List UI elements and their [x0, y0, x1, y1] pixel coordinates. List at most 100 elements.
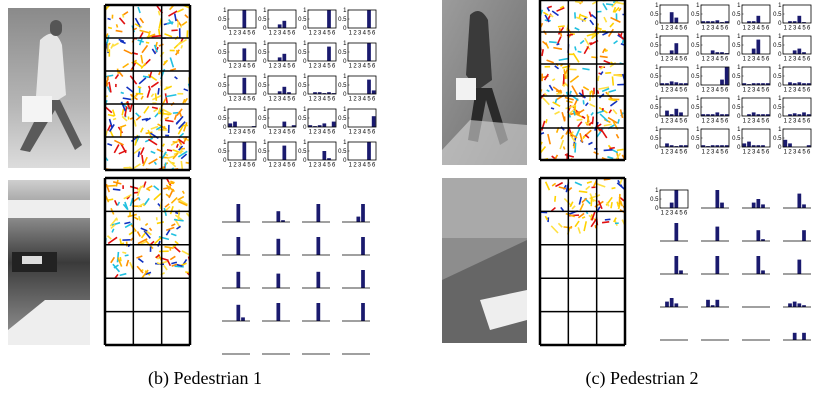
histogram: 00.51123456 [650, 34, 688, 63]
orientation-stroke [612, 188, 616, 189]
x-tick-label: 5 [802, 26, 806, 32]
orientation-stroke [158, 88, 159, 94]
axes-box [660, 36, 688, 54]
x-tick-label: 3 [238, 31, 242, 37]
x-tick-label: 1 [229, 64, 233, 70]
bar [228, 123, 232, 127]
histogram [342, 270, 370, 288]
orientation-stroke [167, 150, 172, 151]
caption: (c) Pedestrian 2 [586, 368, 699, 389]
y-tick-label: 1 [343, 140, 347, 146]
orientation-stroke [108, 76, 109, 79]
orientation-stroke [578, 51, 582, 52]
histogram [222, 272, 250, 288]
bar [674, 109, 678, 116]
bar [278, 57, 282, 61]
x-tick-label: 4 [283, 97, 287, 103]
x-tick-label: 3 [793, 88, 797, 94]
x-tick-label: 4 [798, 119, 802, 125]
x-tick-label: 2 [665, 88, 669, 94]
bar [242, 48, 246, 61]
orientation-stroke [577, 119, 583, 120]
x-tick-label: 2 [665, 26, 669, 32]
bar [236, 272, 240, 288]
y-tick-label: 0.5 [691, 74, 700, 80]
y-tick-label: 0 [223, 92, 227, 98]
x-tick-label: 6 [684, 119, 688, 125]
y-tick-label: 0 [696, 83, 700, 89]
bar [367, 10, 371, 28]
orientation-stroke [108, 27, 112, 28]
x-tick-label: 1 [269, 163, 273, 169]
x-tick-label: 5 [802, 57, 806, 63]
bar [361, 237, 365, 255]
x-tick-label: 4 [323, 130, 327, 136]
histogram: 00.51123456 [258, 74, 296, 103]
y-tick-label: 1 [655, 65, 659, 71]
bar [322, 151, 326, 160]
x-tick-label: 1 [661, 150, 665, 156]
y-tick-label: 0.5 [691, 105, 700, 111]
axes-box [660, 67, 688, 85]
y-tick-label: 0.5 [691, 43, 700, 49]
orientation-stroke [156, 93, 157, 100]
x-tick-label: 6 [252, 64, 256, 70]
axes-box [348, 142, 376, 160]
x-tick-label: 1 [784, 26, 788, 32]
orientation-stroke [138, 151, 139, 157]
x-tick-label: 4 [363, 130, 367, 136]
bar [674, 18, 678, 23]
histogram [262, 303, 290, 321]
bar [797, 82, 801, 85]
x-tick-label: 1 [743, 119, 747, 125]
x-tick-label: 4 [283, 163, 287, 169]
x-tick-label: 4 [716, 119, 720, 125]
bar [802, 230, 806, 241]
x-tick-label: 3 [358, 31, 362, 37]
bar [356, 217, 360, 222]
y-tick-label: 1 [737, 127, 741, 133]
histogram [222, 204, 250, 222]
bar [715, 227, 719, 241]
x-tick-label: 3 [278, 97, 282, 103]
x-tick-label: 4 [757, 119, 761, 125]
x-tick-label: 6 [684, 211, 688, 217]
x-tick-label: 2 [273, 97, 277, 103]
orientation-stroke [602, 222, 609, 223]
bar [715, 300, 719, 307]
x-tick-label: 6 [725, 150, 729, 156]
bar [788, 303, 792, 307]
histogram: 00.51123456 [258, 41, 296, 70]
orientation-map [105, 178, 190, 345]
y-tick-label: 1 [263, 107, 267, 113]
histogram [660, 256, 688, 274]
photo [8, 180, 90, 345]
x-tick-label: 6 [807, 150, 811, 156]
orientation-stroke [567, 71, 568, 78]
orientation-stroke [181, 45, 182, 48]
orientation-stroke [583, 100, 584, 104]
bar [665, 302, 669, 307]
y-tick-label: 1 [737, 96, 741, 102]
y-tick-label: 0 [655, 21, 659, 27]
histogram [262, 239, 290, 255]
x-tick-label: 1 [309, 163, 313, 169]
bar [276, 239, 280, 255]
y-tick-label: 1 [303, 8, 307, 14]
x-tick-label: 1 [661, 88, 665, 94]
y-tick-label: 0 [696, 145, 700, 151]
x-tick-label: 3 [238, 64, 242, 70]
x-tick-label: 3 [278, 163, 282, 169]
y-tick-label: 0 [263, 158, 267, 164]
bar [670, 81, 674, 85]
x-tick-label: 3 [752, 26, 756, 32]
x-tick-label: 4 [243, 31, 247, 37]
bar [674, 190, 678, 208]
bar [674, 303, 678, 307]
x-tick-label: 5 [679, 211, 683, 217]
histogram: 00.51123456 [773, 65, 811, 94]
histogram: 00.51123456 [773, 3, 811, 32]
axes-box [701, 36, 729, 54]
bar [793, 50, 797, 54]
bar [316, 303, 320, 321]
